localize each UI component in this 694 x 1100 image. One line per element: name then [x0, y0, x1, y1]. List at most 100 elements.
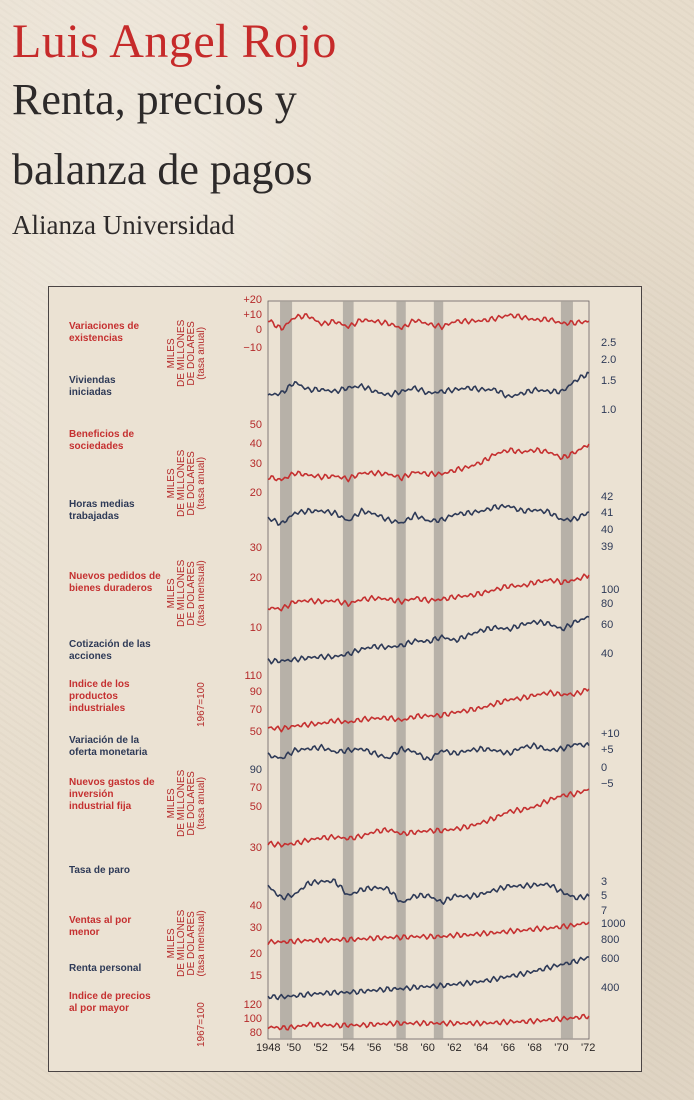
economic-indicators-chart	[267, 300, 590, 1040]
right-axis-tick: 39	[601, 541, 614, 553]
left-axis-tick: −10	[243, 342, 262, 354]
x-tick-label: '58	[393, 1042, 409, 1054]
unit-label: 1967=100	[196, 682, 207, 727]
unit-label: MILES DE MILLONES DE DOLARES (tasa mensu…	[166, 909, 207, 977]
right-axis-tick: 1.0	[601, 404, 617, 416]
series-line-9	[267, 788, 590, 848]
left-axis-tick: 70	[249, 782, 262, 794]
publisher-series: Alianza Universidad	[12, 210, 235, 240]
right-axis-tick: 3	[601, 876, 608, 888]
x-tick-label: '54	[340, 1042, 355, 1054]
x-tick-label: 1948	[256, 1042, 281, 1054]
left-axis-tick: 20	[249, 487, 262, 499]
unit-label: MILES DE MILLONES DE DOLARES (tasa anual…	[166, 319, 207, 387]
right-axis-tick: 0	[601, 762, 608, 774]
series-label: Nuevos gastos de inversión industrial fi…	[69, 777, 155, 812]
right-axis-tick: +10	[601, 728, 620, 740]
series-line-5	[267, 573, 590, 612]
x-tick-label: '62	[447, 1042, 462, 1054]
right-axis-tick: 600	[601, 953, 620, 965]
unit-label: MILES DE MILLONES DE DOLARES (tasa anual…	[166, 449, 207, 517]
right-axis-tick: 80	[601, 598, 614, 610]
left-axis-tick: 20	[249, 572, 262, 584]
left-axis-tick: 80	[249, 1027, 262, 1039]
x-tick-label: '72	[581, 1042, 596, 1054]
left-axis-tick: +20	[243, 294, 262, 306]
left-axis-tick: 20	[249, 948, 262, 960]
series-line-12	[267, 956, 590, 1001]
unit-label: MILES DE MILLONES DE DOLARES (tasa anual…	[166, 769, 207, 837]
recession-band-1	[280, 301, 293, 1039]
left-axis-tick: 40	[249, 438, 262, 450]
left-axis-tick: 30	[249, 842, 262, 854]
left-axis-tick: 50	[249, 726, 262, 738]
x-tick-label: '60	[420, 1042, 435, 1054]
right-axis-tick: 1000	[601, 918, 626, 930]
left-axis-tick: 30	[249, 542, 262, 554]
chart-panel: 1948 '50 '52 '54 '56 '58 '60 '62 '64 '66 '68 '70 '72…	[48, 286, 642, 1072]
series-label: Nuevos pedidos de bienes duraderos	[69, 571, 161, 594]
series-label: Beneficios de sociedades	[69, 429, 135, 452]
plot-frame	[267, 300, 590, 1040]
left-axis-tick: +10	[243, 309, 262, 321]
unit-label: MILES DE MILLONES DE DOLARES (tasa mensu…	[166, 559, 207, 627]
x-tick-label: '64	[474, 1042, 489, 1054]
series-label: Horas medias trabajadas	[69, 499, 135, 522]
x-tick-label: '68	[527, 1042, 542, 1054]
right-axis-tick: 40	[601, 524, 614, 536]
series-label: Tasa de paro	[69, 865, 130, 876]
left-axis-tick: 40	[249, 900, 262, 912]
series-line-11	[267, 921, 590, 946]
x-tick-label: '56	[367, 1042, 382, 1054]
right-axis-tick: 60	[601, 619, 614, 631]
right-axis-tick: 2.0	[601, 354, 617, 366]
right-axis-tick: 1.5	[601, 375, 617, 387]
x-tick-label: '70	[554, 1042, 569, 1054]
series-line-13	[267, 1013, 590, 1031]
series-label: Cotización de las acciones	[69, 639, 151, 662]
left-axis-tick: 0	[255, 324, 262, 336]
recession-band-4	[433, 301, 444, 1039]
left-axis-tick: 15	[249, 970, 262, 982]
x-tick-label: '66	[500, 1042, 516, 1054]
series-line-1	[267, 313, 590, 331]
series-label: Renta personal	[69, 963, 142, 974]
series-label: Viviendas iniciadas	[69, 375, 116, 398]
recession-band-2	[342, 301, 354, 1039]
series-label: Indice de los productos industriales	[69, 679, 130, 714]
book-title-line-2: balanza de pagos	[12, 145, 313, 194]
left-axis-tick: 10	[249, 622, 262, 634]
series-line-3	[267, 443, 590, 483]
right-axis-tick: 800	[601, 934, 620, 946]
right-axis-tick: 2.5	[601, 337, 617, 349]
recession-band-5	[560, 301, 573, 1039]
right-axis-tick: 100	[601, 584, 620, 596]
series-line-7	[267, 688, 590, 733]
series-line-10	[267, 878, 590, 905]
left-axis-tick: 50	[249, 419, 262, 431]
right-axis-tick: 7	[601, 905, 608, 917]
series-line-4	[267, 503, 590, 526]
right-axis-tick: +5	[601, 744, 614, 756]
book-title-line-1: Renta, precios y	[12, 75, 297, 124]
series-line-2	[267, 371, 590, 399]
author-name: Luis Angel Rojo	[12, 15, 337, 68]
right-axis-tick: 40	[601, 648, 614, 660]
left-axis-tick: 100	[243, 1013, 262, 1025]
right-axis-tick: 41	[601, 507, 614, 519]
series-label: Variación de la oferta monetaria	[69, 735, 148, 758]
right-axis-tick: 5	[601, 890, 608, 902]
left-axis-tick: 70	[249, 704, 262, 716]
recession-band-3	[396, 301, 406, 1039]
series-label: Indice de precios al por mayor	[69, 991, 151, 1014]
x-tick-label: '50	[286, 1042, 302, 1054]
left-axis-tick: 120	[243, 999, 262, 1011]
unit-label: 1967=100	[196, 1002, 207, 1047]
right-axis-tick: 42	[601, 491, 614, 503]
left-axis-tick: 110	[244, 670, 262, 682]
left-axis-tick: 50	[249, 801, 262, 813]
left-axis-tick: 90	[249, 686, 262, 698]
left-axis-tick: 30	[249, 458, 262, 470]
right-axis-tick: 400	[601, 982, 620, 994]
x-tick-label: '52	[313, 1042, 328, 1054]
